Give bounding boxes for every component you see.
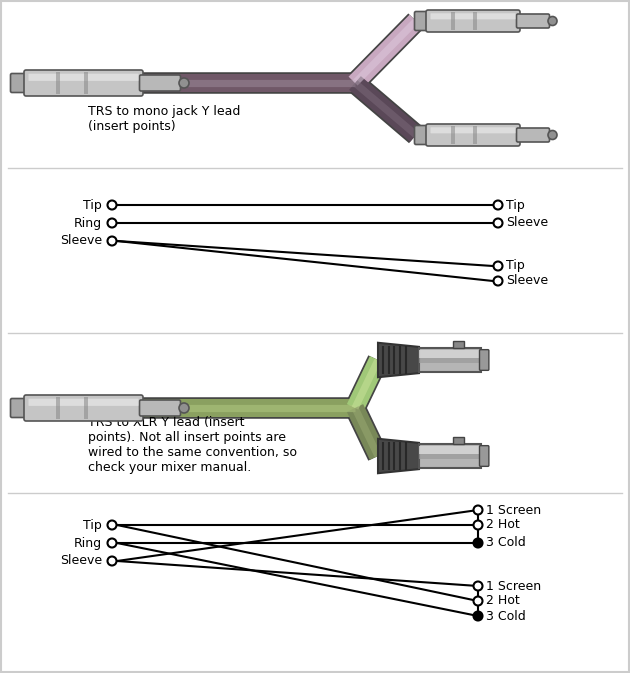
Text: 1 Screen: 1 Screen [486, 579, 541, 592]
Text: Sleeve: Sleeve [60, 234, 102, 248]
Text: Ring: Ring [74, 536, 102, 549]
Circle shape [493, 262, 503, 271]
Text: Tip: Tip [506, 199, 525, 211]
Circle shape [493, 277, 503, 285]
FancyBboxPatch shape [453, 341, 464, 348]
FancyBboxPatch shape [56, 397, 60, 419]
FancyBboxPatch shape [415, 125, 430, 145]
Text: Tip: Tip [83, 199, 102, 211]
Text: 3 Cold: 3 Cold [486, 536, 526, 549]
FancyBboxPatch shape [11, 73, 28, 92]
FancyBboxPatch shape [472, 12, 477, 30]
FancyBboxPatch shape [11, 398, 28, 417]
FancyBboxPatch shape [419, 350, 481, 358]
FancyBboxPatch shape [28, 74, 139, 81]
Text: Sleeve: Sleeve [506, 275, 548, 287]
FancyBboxPatch shape [84, 397, 88, 419]
FancyBboxPatch shape [24, 395, 143, 421]
Text: 2 Hot: 2 Hot [486, 518, 520, 532]
Text: 1 Screen: 1 Screen [486, 503, 541, 516]
FancyBboxPatch shape [28, 398, 139, 406]
Circle shape [474, 596, 483, 606]
Text: 3 Cold: 3 Cold [486, 610, 526, 623]
FancyBboxPatch shape [472, 126, 477, 144]
FancyBboxPatch shape [453, 437, 464, 444]
Text: Tip: Tip [506, 260, 525, 273]
Text: TRS to XLR Y lead (insert
points). Not all insert points are
wired to the same c: TRS to XLR Y lead (insert points). Not a… [88, 416, 297, 474]
FancyBboxPatch shape [479, 350, 489, 370]
FancyBboxPatch shape [479, 446, 489, 466]
Circle shape [108, 557, 117, 565]
Circle shape [493, 201, 503, 209]
Circle shape [493, 219, 503, 227]
Circle shape [108, 520, 117, 530]
FancyBboxPatch shape [419, 454, 481, 459]
Circle shape [179, 403, 189, 413]
Circle shape [474, 612, 483, 621]
FancyBboxPatch shape [517, 128, 549, 142]
Polygon shape [378, 343, 419, 378]
FancyBboxPatch shape [415, 11, 430, 30]
Circle shape [179, 78, 189, 88]
Circle shape [108, 236, 117, 246]
FancyBboxPatch shape [426, 10, 520, 32]
FancyBboxPatch shape [426, 124, 520, 146]
Circle shape [548, 17, 557, 26]
Circle shape [474, 505, 483, 514]
FancyBboxPatch shape [451, 126, 455, 144]
Circle shape [108, 201, 117, 209]
FancyBboxPatch shape [139, 400, 181, 416]
Text: Sleeve: Sleeve [60, 555, 102, 567]
FancyBboxPatch shape [419, 444, 481, 468]
Text: TRS to mono jack Y lead
(insert points): TRS to mono jack Y lead (insert points) [88, 105, 241, 133]
Text: 2 Hot: 2 Hot [486, 594, 520, 608]
FancyBboxPatch shape [84, 72, 88, 94]
Circle shape [474, 581, 483, 590]
Circle shape [108, 538, 117, 548]
Text: Sleeve: Sleeve [506, 217, 548, 229]
Text: Tip: Tip [83, 518, 102, 532]
FancyBboxPatch shape [419, 446, 481, 454]
Circle shape [548, 131, 557, 139]
Polygon shape [378, 439, 419, 473]
Circle shape [474, 520, 483, 530]
FancyBboxPatch shape [517, 14, 549, 28]
Circle shape [474, 538, 483, 548]
FancyBboxPatch shape [139, 75, 181, 91]
FancyBboxPatch shape [419, 348, 481, 372]
FancyBboxPatch shape [430, 127, 515, 133]
FancyBboxPatch shape [56, 72, 60, 94]
Text: Ring: Ring [74, 217, 102, 229]
FancyBboxPatch shape [451, 12, 455, 30]
Circle shape [108, 219, 117, 227]
FancyBboxPatch shape [430, 13, 515, 20]
FancyBboxPatch shape [24, 70, 143, 96]
FancyBboxPatch shape [419, 357, 481, 363]
